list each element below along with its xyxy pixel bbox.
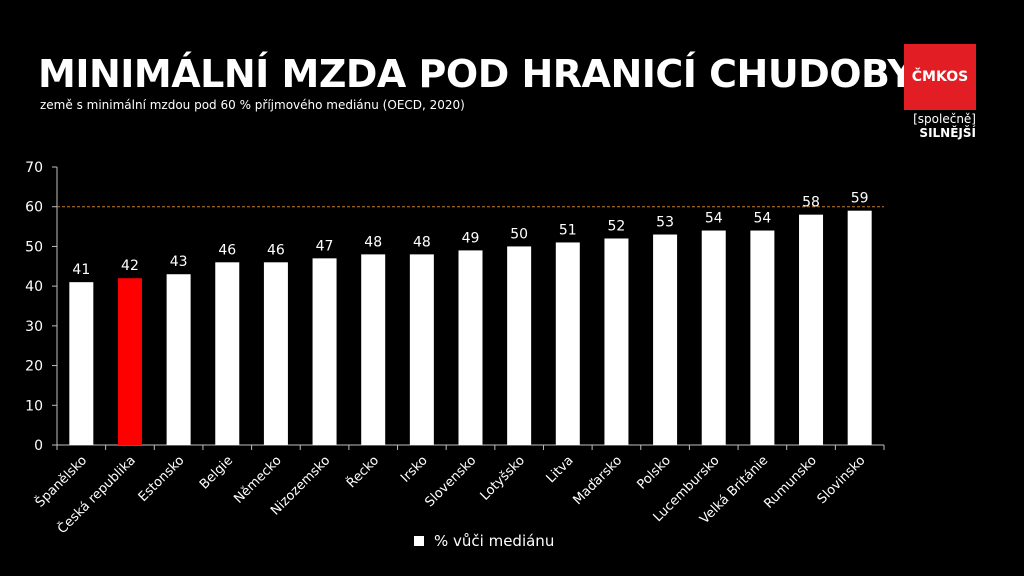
- page-subtitle: země s minimální mzdou pod 60 % příjmové…: [40, 98, 465, 112]
- bar: [166, 274, 191, 445]
- bar: [750, 230, 775, 445]
- y-tick-label: 10: [25, 398, 43, 414]
- bar: [799, 214, 824, 445]
- data-label: 46: [267, 242, 285, 258]
- bar: [263, 262, 288, 445]
- legend-swatch: [414, 536, 424, 546]
- logo-name: ČMKOS: [911, 69, 969, 85]
- y-tick-label: 20: [25, 359, 43, 375]
- data-label: 47: [316, 238, 334, 254]
- y-tick-label: 0: [34, 438, 43, 454]
- bar: [847, 210, 872, 445]
- data-label: 46: [218, 242, 236, 258]
- logo-tagline-bold: SILNĚJŠÍ: [919, 126, 976, 140]
- x-tick-label: Estonsko: [136, 453, 188, 505]
- chart-legend: % vůči mediánu: [414, 532, 554, 550]
- legend-label: % vůči mediánu: [434, 532, 555, 550]
- y-tick-label: 50: [25, 239, 43, 255]
- data-label: 54: [705, 211, 723, 227]
- data-label: 51: [559, 222, 577, 238]
- bar: [215, 262, 240, 445]
- data-label: 48: [364, 234, 382, 250]
- bar: [117, 278, 142, 445]
- data-label: 52: [608, 218, 626, 234]
- y-tick-label: 30: [25, 319, 43, 335]
- data-label: 41: [72, 262, 90, 278]
- data-label: 49: [462, 230, 480, 246]
- data-label: 43: [170, 254, 188, 270]
- y-tick-label: 60: [25, 200, 43, 216]
- bar: [69, 282, 94, 445]
- data-label: 54: [753, 211, 771, 227]
- x-tick-label: Polsko: [635, 453, 674, 492]
- x-tick-label: Irsko: [398, 453, 431, 486]
- x-tick-label: Slovensko: [422, 453, 479, 510]
- x-tick-label: Litva: [544, 453, 577, 486]
- x-tick-label: Maďarsko: [570, 453, 625, 508]
- x-tick-label: Belgie: [197, 453, 236, 492]
- x-tick-label: Lotyšsko: [478, 453, 528, 503]
- page-title: MINIMÁLNÍ MZDA POD HRANICÍ CHUDOBY: [38, 52, 915, 96]
- bar: [312, 258, 337, 445]
- data-label: 50: [510, 226, 528, 242]
- bar: [701, 230, 726, 445]
- x-tick-label: Rumunsko: [761, 453, 819, 511]
- x-tick-label: Řecko: [343, 452, 382, 491]
- data-label: 42: [121, 258, 139, 274]
- bar: [555, 242, 580, 445]
- y-tick-label: 70: [25, 160, 43, 176]
- bar: [458, 250, 483, 445]
- bar: [507, 246, 532, 445]
- bar: [409, 254, 434, 445]
- data-label: 59: [851, 191, 869, 207]
- bar: [653, 234, 678, 445]
- logo-tagline: [společně]: [913, 112, 976, 126]
- cmkos-logo: ČMKOS [společně] SILNĚJŠÍ: [904, 44, 976, 140]
- data-label: 48: [413, 234, 431, 250]
- data-label: 53: [656, 215, 674, 231]
- data-label: 58: [802, 195, 820, 211]
- logo-box: ČMKOS: [904, 44, 976, 110]
- y-tick-label: 40: [25, 279, 43, 295]
- bar: [361, 254, 386, 445]
- x-tick-label: Slovinsko: [815, 453, 869, 507]
- bar: [604, 238, 629, 445]
